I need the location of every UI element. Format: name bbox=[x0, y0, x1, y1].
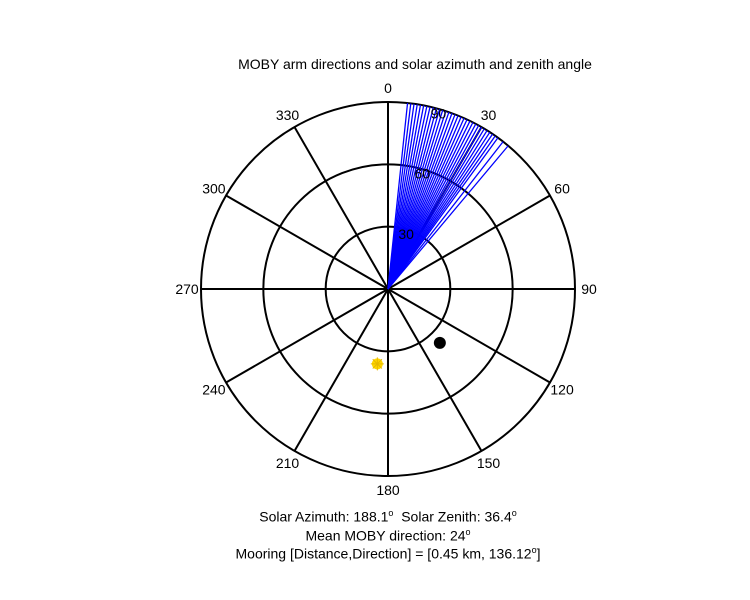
radial-tick-label-60: 60 bbox=[414, 166, 430, 182]
angle-tick-labels: 30 60 90 0 30 60 90 120 150 180 210 240 270 300 330 bbox=[175, 80, 597, 498]
caption-mooring: Mooring [Distance,Direction] = [0.45 km,… bbox=[0, 545, 750, 562]
chart-title: MOBY arm directions and solar azimuth an… bbox=[238, 56, 592, 72]
radial-tick-label-30: 30 bbox=[398, 226, 414, 242]
polar-grid bbox=[200, 101, 576, 477]
arm-ray-31 bbox=[387, 141, 504, 290]
caption-solar: Solar Azimuth: 188.1o Solar Zenith: 36.4… bbox=[0, 508, 750, 525]
angle-tick-label-0: 0 bbox=[384, 80, 392, 96]
mean-moby-direction-text: Mean MOBY direction: 24 bbox=[305, 527, 466, 544]
angle-tick-label-90: 90 bbox=[581, 281, 597, 297]
angle-tick-label-60: 60 bbox=[554, 181, 570, 197]
polar-spoke-300 bbox=[225, 194, 389, 290]
angle-tick-label-330: 330 bbox=[276, 107, 300, 123]
angle-tick-label-180: 180 bbox=[376, 482, 400, 498]
sun-marker bbox=[370, 357, 384, 371]
angle-tick-label-300: 300 bbox=[202, 181, 226, 197]
arm-ray-30 bbox=[387, 137, 499, 290]
mooring-text-end: ] bbox=[536, 545, 541, 562]
caption-moby: Mean MOBY direction: 24o bbox=[0, 527, 750, 544]
solar-azimuth-text: Solar Azimuth: 188.1 bbox=[259, 508, 389, 525]
polar-spoke-210 bbox=[293, 288, 389, 452]
angle-tick-label-210: 210 bbox=[276, 455, 300, 471]
sun-spoke-7 bbox=[376, 358, 383, 365]
polar-spoke-150 bbox=[387, 288, 483, 452]
solar-zenith-text: Solar Zenith: 36.4 bbox=[393, 508, 512, 525]
angle-tick-label-120: 120 bbox=[550, 382, 574, 398]
polar-spoke-120 bbox=[387, 288, 551, 384]
angle-tick-label-30: 30 bbox=[481, 107, 497, 123]
markers bbox=[370, 336, 446, 371]
mooring-marker bbox=[433, 336, 446, 349]
angle-tick-label-270: 270 bbox=[175, 281, 199, 297]
sun-spoke-5 bbox=[372, 358, 378, 365]
degree-mark: o bbox=[531, 545, 537, 555]
angle-tick-label-150: 150 bbox=[477, 455, 501, 471]
arm-ray-32 bbox=[387, 145, 509, 290]
sun-spoke-3 bbox=[372, 363, 378, 369]
polar-spoke-60 bbox=[387, 194, 551, 290]
angle-tick-label-240: 240 bbox=[202, 382, 226, 398]
moby-arm-directions bbox=[387, 102, 509, 290]
radial-tick-label-90: 90 bbox=[431, 105, 447, 121]
degree-mark: o bbox=[465, 527, 471, 537]
degree-mark: o bbox=[511, 508, 517, 518]
sun-spoke-1 bbox=[376, 363, 383, 369]
mooring-text: Mooring [Distance,Direction] = [0.45 km,… bbox=[235, 545, 532, 562]
polar-spoke-240 bbox=[225, 288, 389, 384]
polar-spoke-330 bbox=[293, 126, 389, 290]
degree-mark: o bbox=[388, 508, 394, 518]
